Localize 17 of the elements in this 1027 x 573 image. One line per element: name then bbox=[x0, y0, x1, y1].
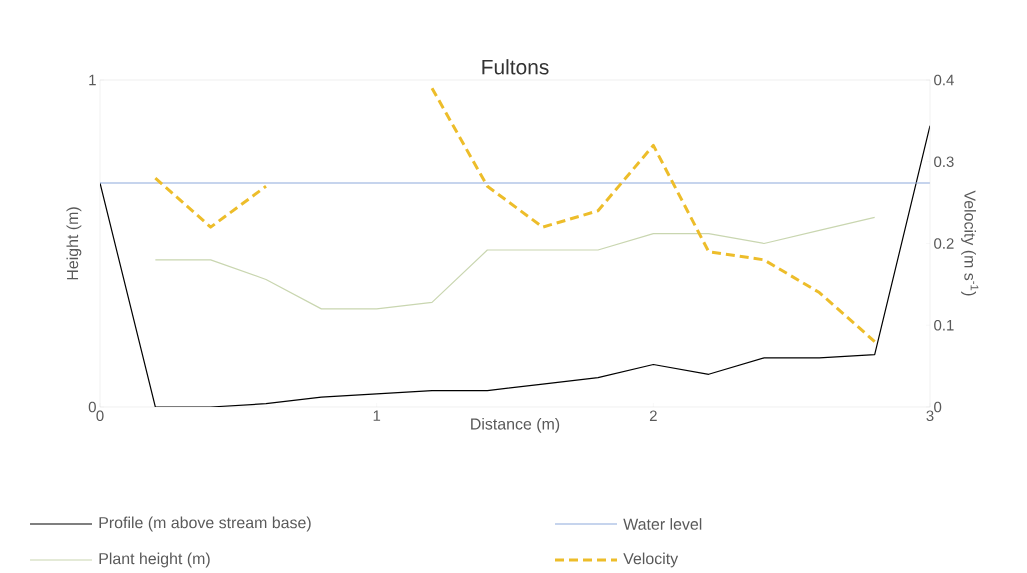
y2-tick-label: 0.1 bbox=[934, 319, 954, 331]
y-axis-title: Height (m) bbox=[66, 207, 82, 280]
y2-tick-label: 0.4 bbox=[934, 74, 954, 86]
legend-label: Profile (m above stream base) bbox=[99, 516, 311, 532]
legend-label: Plant height (m) bbox=[99, 552, 210, 568]
legend-label: Velocity bbox=[623, 552, 679, 568]
x-tick-label: 0 bbox=[96, 410, 104, 422]
legend-label: Water level bbox=[623, 518, 702, 530]
x-tick-label: 2 bbox=[649, 410, 657, 421]
x-tick-label: 3 bbox=[926, 410, 934, 422]
y2-tick-label: 0 bbox=[934, 401, 942, 413]
y2-tick-label: 0.3 bbox=[934, 156, 954, 168]
x-tick-label: 1 bbox=[373, 410, 381, 421]
y2-axis-title: Velocity (m s$^{-1}$) bbox=[961, 190, 979, 296]
x-axis-title: Distance (m) bbox=[471, 417, 560, 433]
y2-tick-label: 0.2 bbox=[934, 238, 954, 249]
chart-title: Fultons bbox=[482, 59, 549, 75]
